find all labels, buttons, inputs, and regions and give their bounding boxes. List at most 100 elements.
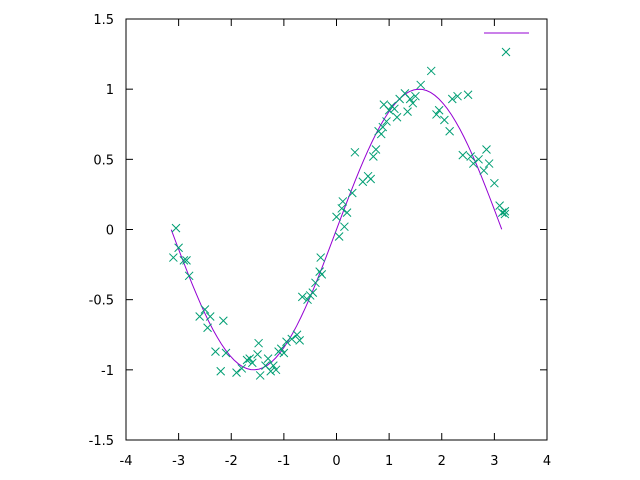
- data-point: [237, 364, 247, 373]
- data-point: [416, 80, 426, 90]
- data-point: [368, 152, 378, 161]
- data-point: [263, 354, 273, 363]
- data-point: [303, 295, 312, 305]
- data-point: [347, 188, 357, 198]
- data-point: [463, 90, 473, 100]
- y-tick-label: -1: [101, 364, 114, 379]
- data-point: [219, 316, 228, 326]
- data-point: [332, 212, 341, 222]
- x-tick-label: -3: [172, 454, 185, 469]
- data-point: [392, 112, 402, 122]
- data-point: [311, 278, 320, 288]
- x-tick-label: 1: [385, 454, 393, 469]
- data-point: [500, 209, 510, 219]
- axis-ticks: [125, 18, 548, 441]
- tick-labels: -4 -3 -2 -1 0 1 2 3 4 -1.5 -1 -0.5 0 0.5 1 1.5: [89, 13, 552, 469]
- data-point: [255, 371, 265, 380]
- y-tick-label: 0.5: [93, 153, 114, 168]
- data-point: [211, 347, 220, 356]
- data-point: [203, 323, 212, 333]
- data-point: [408, 98, 418, 108]
- data-point: [268, 361, 278, 370]
- data-point: [297, 292, 307, 302]
- data-point: [292, 330, 302, 340]
- data-point: [342, 208, 352, 218]
- legend-point-swatch: [501, 47, 511, 57]
- data-point: [308, 288, 318, 298]
- data-point: [317, 270, 327, 279]
- data-point: [484, 159, 494, 168]
- data-point: [195, 312, 205, 321]
- data-point: [295, 336, 305, 345]
- data-point: [337, 204, 347, 213]
- x-tick-label: -1: [277, 454, 290, 469]
- y-tick-label: 1.5: [93, 13, 114, 28]
- data-point: [169, 253, 178, 262]
- data-point: [432, 110, 441, 119]
- data-point: [338, 197, 348, 206]
- data-point: [458, 150, 468, 160]
- data-point: [174, 243, 183, 253]
- data-point: [254, 338, 263, 348]
- data-point: [279, 348, 289, 358]
- data-point: [482, 145, 491, 154]
- data-point: [466, 152, 476, 161]
- data-point: [200, 305, 210, 314]
- data-point: [316, 253, 326, 262]
- y-tick-label: -1.5: [89, 434, 114, 449]
- data-points-group: [169, 66, 510, 380]
- data-point: [221, 348, 231, 358]
- data-point: [434, 105, 444, 115]
- data-point: [205, 312, 215, 321]
- data-point: [179, 256, 189, 265]
- data-point: [497, 208, 507, 218]
- data-point: [266, 366, 276, 376]
- data-point: [276, 344, 286, 354]
- x-tick-label: 0: [332, 454, 340, 469]
- data-point: [334, 232, 344, 241]
- data-point: [403, 107, 412, 116]
- data-point: [232, 368, 241, 377]
- data-point: [245, 354, 255, 363]
- data-point: [390, 104, 399, 114]
- data-point: [474, 154, 483, 164]
- data-point: [282, 337, 291, 347]
- x-tick-label: -2: [225, 454, 238, 469]
- data-point: [253, 350, 262, 359]
- data-point: [468, 159, 478, 168]
- data-point: [426, 66, 436, 76]
- y-tick-label: 1: [106, 83, 114, 98]
- data-point: [405, 94, 415, 104]
- data-point: [378, 122, 388, 132]
- data-point: [500, 206, 510, 216]
- x-tick-label: 2: [438, 454, 446, 469]
- data-point: [490, 178, 499, 188]
- data-point: [384, 105, 394, 115]
- data-point: [216, 366, 226, 376]
- legend: [484, 32, 529, 57]
- data-point: [247, 358, 257, 368]
- data-point: [447, 94, 457, 104]
- data-point: [184, 271, 194, 281]
- fit-line: [170, 88, 503, 371]
- x-tick-label: 3: [490, 454, 498, 469]
- y-tick-label: -0.5: [89, 294, 114, 309]
- data-point: [350, 147, 360, 157]
- y-tick-label: 0: [106, 224, 114, 239]
- data-point: [371, 145, 381, 154]
- data-point: [445, 126, 454, 136]
- x-tick-label: -4: [120, 454, 133, 469]
- data-point: [382, 117, 391, 126]
- data-point: [440, 115, 449, 125]
- data-point: [287, 334, 297, 344]
- data-point: [271, 365, 281, 375]
- data-point: [340, 222, 349, 232]
- data-point: [479, 166, 489, 175]
- fit-line-group: [170, 88, 503, 371]
- data-point: [242, 355, 252, 365]
- data-point: [376, 129, 386, 139]
- data-point: [411, 91, 420, 101]
- data-point: [171, 223, 181, 233]
- data-point: [366, 174, 376, 184]
